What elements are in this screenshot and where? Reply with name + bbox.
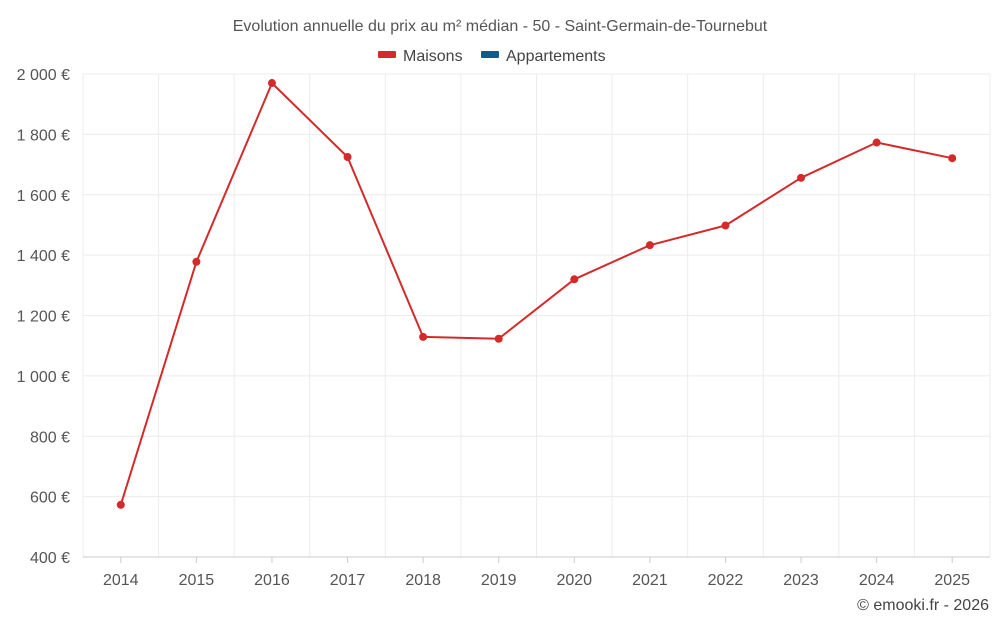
data-point[interactable]	[797, 173, 806, 182]
y-tick-label: 1 000 €	[17, 369, 70, 386]
y-tick-label: 1 600 €	[17, 188, 70, 205]
credit-text: © emooki.fr - 2026	[857, 597, 989, 614]
y-tick-label: 600 €	[30, 490, 70, 507]
legend-swatch-appartements	[481, 51, 499, 58]
data-point[interactable]	[721, 221, 730, 230]
x-tick-label: 2022	[708, 572, 744, 589]
series-maisons	[116, 79, 957, 509]
series-line	[119, 82, 953, 506]
y-tick-label: 2 000 €	[17, 67, 70, 84]
x-tick-label: 2021	[632, 572, 668, 589]
x-tick-label: 2015	[179, 572, 215, 589]
y-axis-ticks: 400 € 600 € 800 € 1 000 € 1 200 € 1 400 € 1 60…	[17, 67, 70, 567]
x-tick-label: 2014	[103, 572, 139, 589]
legend: Maisons Appartements	[378, 48, 606, 65]
data-point[interactable]	[116, 500, 125, 509]
y-tick-label: 1 800 €	[17, 127, 70, 144]
legend-item-appartements[interactable]: Appartements	[481, 48, 606, 65]
legend-label-appartements: Appartements	[506, 48, 606, 65]
data-point[interactable]	[948, 154, 957, 163]
x-tick-label: 2018	[405, 572, 441, 589]
axes	[83, 556, 990, 563]
data-point[interactable]	[645, 241, 654, 250]
y-tick-label: 1 200 €	[17, 309, 70, 326]
x-tick-label: 2024	[859, 572, 895, 589]
data-point[interactable]	[192, 257, 201, 266]
data-point[interactable]	[419, 332, 428, 341]
data-point[interactable]	[872, 138, 881, 147]
legend-swatch-maisons	[378, 51, 396, 58]
chart-title: Evolution annuelle du prix au m² médian …	[233, 18, 768, 35]
legend-label-maisons: Maisons	[403, 48, 463, 65]
x-tick-label: 2017	[330, 572, 366, 589]
x-tick-label: 2023	[783, 572, 819, 589]
x-tick-label: 2020	[556, 572, 592, 589]
legend-item-maisons[interactable]: Maisons	[378, 48, 463, 65]
x-tick-label: 2016	[254, 572, 290, 589]
y-tick-label: 800 €	[30, 429, 70, 446]
x-tick-label: 2019	[481, 572, 517, 589]
y-tick-label: 1 400 €	[17, 248, 70, 265]
data-point[interactable]	[267, 79, 276, 88]
gridlines	[82, 73, 991, 557]
data-point[interactable]	[494, 334, 503, 343]
data-point[interactable]	[343, 153, 352, 162]
data-point[interactable]	[570, 275, 579, 284]
y-tick-label: 400 €	[30, 550, 70, 567]
x-tick-label: 2025	[934, 572, 970, 589]
x-axis-ticks: 2014 2015 2016 2017 2018 2019 2020 2021 2022 2023…	[103, 572, 970, 589]
